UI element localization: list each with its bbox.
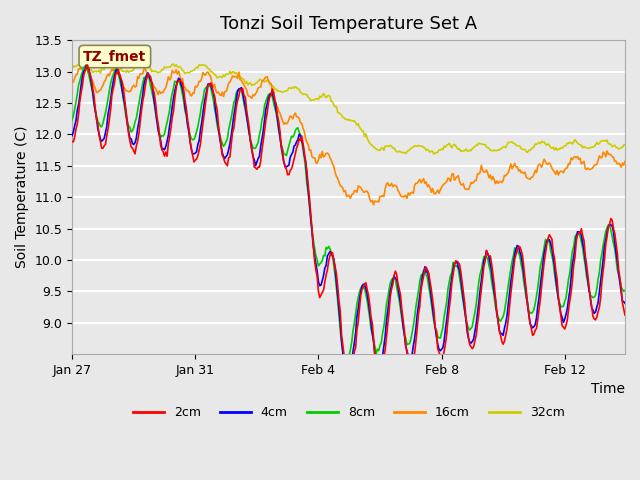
Title: Tonzi Soil Temperature Set A: Tonzi Soil Temperature Set A [220,15,477,33]
Legend: 2cm, 4cm, 8cm, 16cm, 32cm: 2cm, 4cm, 8cm, 16cm, 32cm [127,401,570,424]
Text: TZ_fmet: TZ_fmet [83,49,147,63]
X-axis label: Time: Time [591,383,625,396]
Y-axis label: Soil Temperature (C): Soil Temperature (C) [15,126,29,268]
